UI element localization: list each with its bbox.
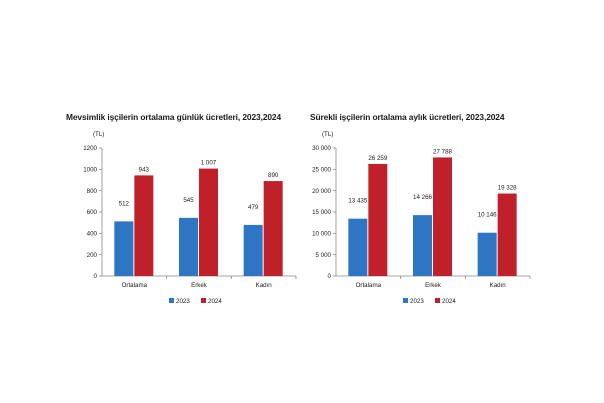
data-label: 545 [183,197,194,204]
y-tick-label: 1000 [83,167,97,174]
bar [348,218,368,276]
bar [134,175,154,276]
bar [497,193,517,276]
data-label: 943 [139,166,150,173]
chart-panel-seasonal: Mevsimlik işçilerin ortalama günlük ücre… [66,112,356,312]
chart-panel-permanent: Sürekli işçilerin ortalama aylık ücretle… [310,112,600,312]
data-label: 512 [119,200,130,207]
data-label: 890 [268,172,279,179]
legend-label: 2023 [410,298,424,305]
legend-swatch [435,298,440,303]
y-axis-unit: (TL) [93,131,105,138]
y-tick-label: 600 [87,209,98,216]
y-tick-label: 400 [87,231,98,238]
bar-chart-permanent: 0 5 000 10 000 15 000 20 000 25 000 30 000 Orta… [312,145,531,305]
data-label: 479 [248,204,259,211]
bar [199,168,218,276]
y-tick-label: 1200 [83,145,97,152]
chart-title: Sürekli işçilerin ortalama aylık ücretle… [310,112,505,122]
y-tick-label: 15 000 [312,209,331,216]
legend-label: 2023 [176,298,190,305]
y-tick-label: 10 000 [312,231,331,238]
x-tick-label: Erkek [425,282,442,289]
y-tick-label: 200 [87,252,98,259]
bar [433,157,452,276]
y-tick-label: 25 000 [312,167,331,174]
data-label: 19 328 [498,185,517,192]
bar [179,217,198,276]
data-label: 26 259 [368,155,387,162]
bar-chart-seasonal: 0 200 400 600 800 1000 1200 Ortalama 512 943 Erkek… [83,145,297,305]
bar [243,224,263,276]
legend-swatch [169,298,174,303]
legend-swatch [201,298,206,303]
x-tick-label: Kadın [256,282,273,289]
data-label: 14 266 [413,194,432,201]
bar [413,215,432,276]
bar [368,163,388,276]
legend-label: 2024 [442,298,456,305]
legend-label: 2024 [208,298,222,305]
y-tick-label: 800 [87,188,98,195]
y-tick-label: 30 000 [312,145,331,152]
y-tick-label: 0 [328,273,332,280]
x-tick-label: Ortalama [356,282,382,289]
data-label: 27 788 [433,148,452,155]
x-tick-label: Ortalama [122,282,148,289]
chart-title: Mevsimlik işçilerin ortalama günlük ücre… [66,112,282,122]
x-tick-label: Kadın [490,282,507,289]
bar [114,221,134,276]
bar [263,181,283,276]
y-tick-label: 5 000 [316,252,332,259]
data-label: 13 435 [348,198,367,205]
y-tick-label: 0 [94,273,98,280]
data-label: 1 007 [201,160,217,167]
x-tick-label: Erkek [191,282,208,289]
data-label: 10 146 [478,212,497,219]
y-tick-label: 20 000 [312,188,331,195]
bar [477,232,497,276]
legend-swatch [403,298,408,303]
y-axis-unit: (TL) [322,131,334,138]
